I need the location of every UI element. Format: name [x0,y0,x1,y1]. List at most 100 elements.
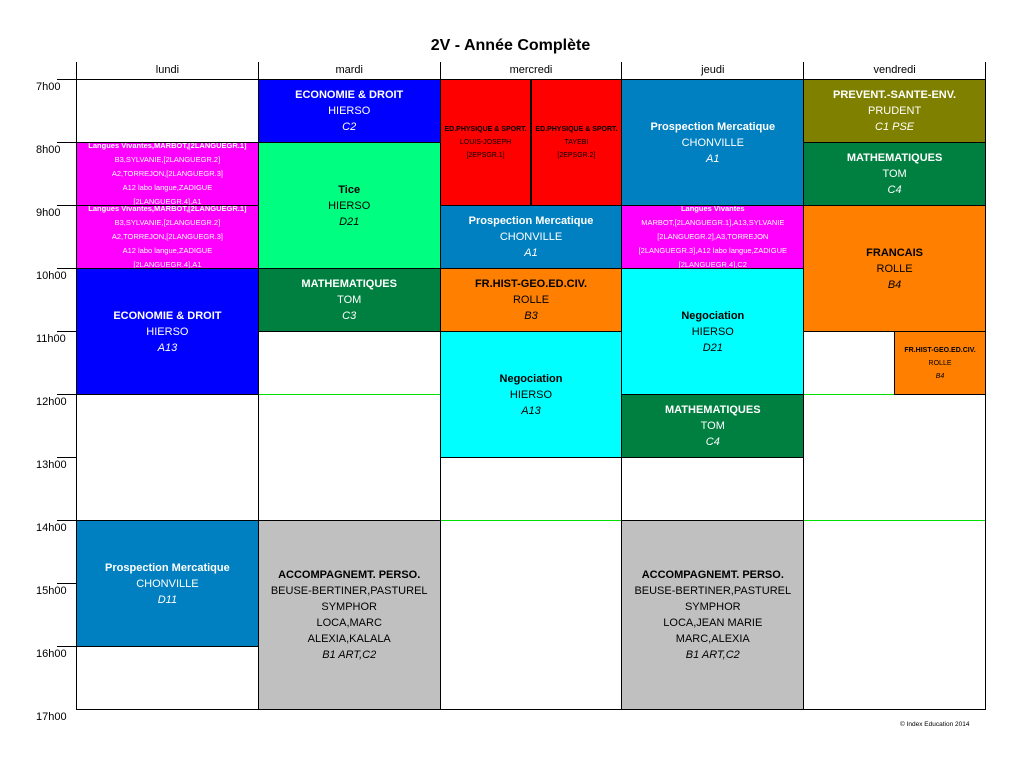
course-title: PREVENT.-SANTE-ENV. [833,89,957,101]
course-cell[interactable]: Langues Vivantes,MARBOT,[2LANGUEGR.1] B3,… [76,205,259,269]
hour-label: 9h00 [36,207,61,219]
course-title: FRANCAIS [866,246,923,259]
course-detail: TOM [700,420,725,432]
course-room: C1 PSE [875,121,915,133]
course-room: D11 [157,593,178,606]
course-cell[interactable]: ECONOMIE & DROIT HIERSO C2 [257,79,441,143]
course-detail: LOCA,MARC [316,617,382,629]
course-cell[interactable]: Prospection Mercatique CHONVILLE A1 [621,79,805,206]
course-detail: ROLLE [928,359,952,367]
course-cell[interactable]: ACCOMPAGNEMT. PERSO. BEUSE-BERTINER,PASTU… [257,520,441,710]
course-detail: HIERSO [691,325,734,338]
course-title: Prospection Mercatique [105,561,230,574]
course-cell[interactable]: Prospection Mercatique CHONVILLE A1 [439,205,623,269]
hour-tick [57,394,76,395]
course-detail: A12 labo langue,ZADIGUE [122,246,213,255]
course-cell[interactable]: Negociation HIERSO A13 [439,331,623,458]
course-detail: CHONVILLE [681,136,744,149]
page-title: 2V - Année Complète [430,37,591,54]
course-title: MATHEMATIQUES [846,152,943,164]
course-title: Tice [338,183,361,196]
course-detail: HIERSO [328,105,371,117]
course-detail: HIERSO [328,199,371,212]
course-title: MATHEMATIQUES [301,278,397,290]
course-detail: [2LANGUEGR.4],A1 [133,260,202,269]
hour-label: 7h00 [36,81,61,93]
course-detail: [2LANGUEGR.4],C2 [678,260,747,269]
course-room: B1 ART,C2 [685,649,740,661]
course-detail: ROLLE [876,262,913,275]
course-cell[interactable]: Negociation HIERSO D21 [621,268,805,395]
course-detail: A12 labo langue,ZADIGUE [122,183,213,192]
hour-tick [57,79,76,80]
course-cell[interactable]: ACCOMPAGNEMT. PERSO. BEUSE-BERTINER,PASTU… [621,520,805,710]
course-cell[interactable]: Langues Vivantes,MARBOT,[2LANGUEGR.1] B3,… [76,142,259,206]
hour-label: 13h00 [36,459,67,471]
course-title: FR.HIST-GEO.ED.CIV. [904,346,976,354]
course-cell[interactable]: PREVENT.-SANTE-ENV. PRUDENT C1 PSE [803,79,986,143]
course-cell[interactable]: MATHEMATIQUES TOM C3 [257,268,441,332]
course-cell[interactable]: MATHEMATIQUES TOM C4 [803,142,986,206]
course-detail: HIERSO [509,388,553,401]
course-title: Negociation [681,309,745,322]
course-cell[interactable]: Prospection Mercatique CHONVILLE D11 [76,520,259,647]
course-cell[interactable]: ED.PHYSIQUE & SPORT. TAYEBI [2EPSGR.2] [530,79,623,206]
grid-right-edge [985,62,986,79]
course-cell[interactable]: Langues Vivantes MARBOT,[2LANGUEGR.1],A13… [621,205,805,269]
course-detail: MARC,ALEXIA [675,633,750,645]
course-detail: A2,TORREJON,[2LANGUEGR.3] [111,232,223,241]
course-detail: CHONVILLE [499,231,563,243]
course-room: A1 [706,152,720,165]
course-detail: ROLLE [512,294,550,306]
course-detail: BEUSE-BERTINER,PASTUREL [270,585,428,597]
course-title: Prospection Mercatique [468,215,594,227]
course-room: C3 [342,310,357,322]
course-detail: B3,SYLVANIE,[2LANGUEGR.2] [114,218,221,227]
course-detail: SYMPHOR [321,601,377,613]
course-detail: PRUDENT [868,105,922,117]
course-cell[interactable]: FR.HIST-GEO.ED.CIV. ROLLE B4 [894,331,986,395]
course-room: B4 [887,278,902,291]
course-detail: TOM [337,294,362,306]
hour-label: 8h00 [36,144,61,156]
course-title: ED.PHYSIQUE & SPORT. [444,126,527,133]
day-header-vendredi: vendredi [803,62,985,79]
hour-tick [57,583,76,584]
course-cell[interactable]: FRANCAIS ROLLE B4 [803,205,986,332]
course-detail: [2LANGUEGR.3],A12 labo langue,ZADIGUE [638,246,787,255]
course-cell[interactable]: ECONOMIE & DROIT HIERSO A13 [76,268,259,395]
hour-label: 17h00 [36,711,67,723]
course-detail: [2EPSGR.1] [466,152,505,159]
hour-tick [57,142,76,143]
course-title: ECONOMIE & DROIT [295,89,404,101]
course-cell[interactable]: FR.HIST-GEO.ED.CIV. ROLLE B3 [439,268,623,332]
course-room: D21 [339,215,360,228]
hour-tick [57,520,76,521]
hour-label: 14h00 [36,522,67,534]
course-room: A1 [524,247,538,259]
course-cell[interactable]: MATHEMATIQUES TOM C4 [621,394,805,458]
day-header-jeudi: jeudi [621,62,803,79]
course-room: C4 [887,184,902,196]
course-title: ACCOMPAGNEMT. PERSO. [641,569,784,581]
day-header-mercredi: mercredi [439,62,622,79]
course-title: ACCOMPAGNEMT. PERSO. [278,569,421,581]
day-header-lundi: lundi [76,62,258,79]
course-detail: B3,SYLVANIE,[2LANGUEGR.2] [114,155,221,164]
course-detail: TAYEBI [564,139,589,146]
hour-tick [57,205,76,206]
hour-label: 12h00 [36,396,67,408]
course-room: B1 ART,C2 [322,649,377,661]
course-room: C2 [342,121,357,133]
course-detail: SYMPHOR [684,601,741,613]
course-title: Negociation [499,372,563,385]
course-detail: BEUSE-BERTINER,PASTUREL [634,585,792,597]
course-detail: [2EPSGR.2] [557,152,596,159]
hour-tick [57,268,76,269]
course-cell[interactable]: ED.PHYSIQUE & SPORT. LOUIS-JOSEPH [2EPSGR.… [439,79,532,206]
course-title: ED.PHYSIQUE & SPORT. [535,126,618,133]
hour-tick [57,646,76,647]
course-title: MATHEMATIQUES [665,404,761,416]
course-cell[interactable]: Tice HIERSO D21 [257,142,441,269]
course-detail: TOM [882,168,907,180]
